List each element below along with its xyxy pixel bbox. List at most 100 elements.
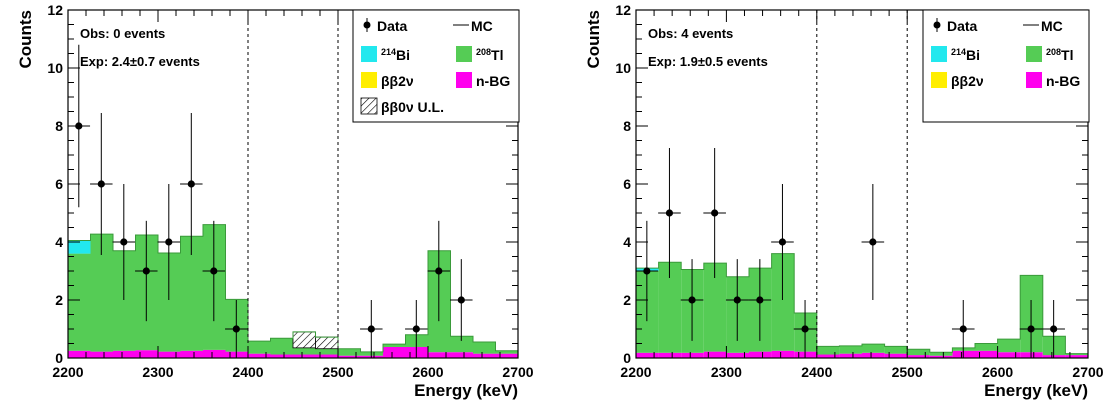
bar-n-bg-11 bbox=[884, 353, 908, 358]
data-point-5 bbox=[187, 180, 195, 188]
bar-tl-1 bbox=[90, 234, 113, 352]
legend-box bbox=[352, 9, 520, 123]
legend-label-4: ββ0ν U.L. bbox=[381, 99, 444, 115]
bar-tl-9 bbox=[270, 338, 293, 355]
bar-tl-13 bbox=[929, 352, 953, 356]
legend-mc-label: MC bbox=[471, 18, 493, 34]
y-tick-label: 6 bbox=[55, 176, 63, 192]
data-point-10 bbox=[435, 267, 443, 275]
bar-n-bg-10 bbox=[862, 352, 885, 358]
data-point-0 bbox=[75, 122, 83, 130]
bar-n-bg-5 bbox=[180, 350, 203, 358]
bar-tl-4 bbox=[158, 253, 181, 352]
legend-label-superscript: 214 bbox=[951, 47, 966, 57]
bar-tl-12 bbox=[338, 348, 361, 356]
legend-label-2: ββ2ν bbox=[381, 73, 414, 89]
legend-label-3: n-BG bbox=[476, 73, 510, 89]
bar-n-bg-8 bbox=[816, 354, 840, 358]
bar-n-bg-19 bbox=[495, 353, 518, 358]
annotation-0: Obs: 4 events bbox=[648, 26, 733, 41]
bar-tl-19 bbox=[1065, 353, 1088, 356]
y-tick-label: 2 bbox=[55, 292, 63, 308]
data-point-1 bbox=[665, 209, 674, 217]
bar-n-bg-12 bbox=[907, 355, 930, 358]
bar-n-bg-18 bbox=[473, 353, 496, 358]
legend-label-superscript: 208 bbox=[476, 47, 491, 57]
bar-tl-6 bbox=[771, 253, 795, 351]
y-tick-label: 0 bbox=[55, 350, 63, 366]
bar-n-bg-11 bbox=[315, 354, 338, 358]
bar-tl-3 bbox=[703, 263, 727, 352]
bar-tl-16 bbox=[997, 339, 1021, 353]
bar-n-bg-4 bbox=[158, 351, 181, 358]
legend-data-marker bbox=[363, 21, 371, 29]
bar-n-bg-5 bbox=[749, 351, 772, 358]
legend-swatch-3 bbox=[456, 72, 472, 88]
legend-data-label: Data bbox=[377, 18, 408, 34]
bar-bi-0 bbox=[68, 240, 91, 254]
x-tick-label: 2600 bbox=[412, 364, 443, 380]
x-tick-label: 2400 bbox=[232, 364, 263, 380]
data-point-11 bbox=[1050, 325, 1058, 333]
legend-swatch-4 bbox=[360, 97, 378, 115]
legend-label-superscript: 208 bbox=[1046, 47, 1061, 57]
y-tick-label: 4 bbox=[55, 234, 63, 250]
legend-swatch-1 bbox=[456, 46, 472, 62]
legend-label-0: 214Bi bbox=[951, 47, 980, 63]
data-point-0 bbox=[643, 267, 651, 275]
data-point-1 bbox=[97, 180, 105, 188]
bar-n-bg-0 bbox=[636, 352, 659, 358]
bar-n-bg-16 bbox=[997, 352, 1021, 358]
legend: Data MC 214Bi 208Tl ββ2ν n-BG ββ0ν U.L. bbox=[352, 9, 520, 123]
legend-label-1: 208Tl bbox=[1046, 47, 1073, 63]
x-axis-label: Energy (keV) bbox=[414, 381, 518, 400]
y-tick-label: 8 bbox=[623, 118, 631, 134]
bar-n-bg-16 bbox=[428, 352, 451, 358]
legend-label-2: ββ2ν bbox=[951, 73, 984, 89]
data-point-3 bbox=[711, 209, 719, 217]
bar-tl-10 bbox=[862, 344, 885, 353]
y-tick-label: 4 bbox=[623, 234, 631, 250]
annotation-1: Exp: 1.9±0.5 events bbox=[648, 54, 768, 69]
legend-label-0: 214Bi bbox=[381, 47, 410, 63]
bar-tl-12 bbox=[907, 349, 930, 356]
mc-outline bbox=[67, 224, 519, 358]
bar-n-bg-12 bbox=[338, 355, 361, 358]
legend-data-label: Data bbox=[947, 18, 978, 34]
x-tick-label: 2400 bbox=[801, 364, 832, 380]
bar-tl-17 bbox=[450, 336, 473, 353]
x-axis-label: Energy (keV) bbox=[984, 381, 1088, 400]
data-point-7 bbox=[801, 325, 809, 333]
data-point-8 bbox=[367, 325, 375, 333]
legend-label-text: Bi bbox=[966, 47, 980, 63]
bar-tl-2 bbox=[113, 250, 136, 351]
y-tick-label: 10 bbox=[47, 60, 63, 76]
bar-tl-9 bbox=[839, 345, 862, 354]
y-tick-label: 10 bbox=[615, 60, 631, 76]
bar-n-bg-14 bbox=[383, 346, 406, 358]
bar-tl-1 bbox=[658, 262, 682, 353]
legend-swatch-0 bbox=[361, 46, 377, 62]
data-point-5 bbox=[756, 296, 764, 304]
legend-box bbox=[922, 9, 1090, 123]
bar-tl-11 bbox=[315, 348, 338, 355]
legend-label-text: Tl bbox=[1061, 47, 1073, 63]
x-tick-label: 2200 bbox=[52, 364, 83, 380]
data-point-6 bbox=[778, 238, 787, 246]
bar-n-bg-1 bbox=[658, 352, 682, 358]
y-tick-label: 12 bbox=[47, 2, 63, 18]
y-tick-label: 0 bbox=[623, 350, 631, 366]
data-point-3 bbox=[142, 267, 150, 275]
x-tick-label: 2600 bbox=[982, 364, 1013, 380]
x-tick-label: 2700 bbox=[502, 364, 533, 380]
bar-n-bg-9 bbox=[270, 354, 293, 358]
legend-swatch-3 bbox=[1026, 72, 1042, 88]
chart-panel-1: 0 2 4 6 8 10 12 2200 2300 2400 2500 2600 2700Energy … bbox=[16, 2, 534, 400]
bar-n-bg-3 bbox=[135, 350, 158, 358]
x-tick-label: 2700 bbox=[1072, 364, 1103, 380]
y-tick-label: 12 bbox=[615, 2, 631, 18]
bar-tl-8 bbox=[248, 341, 271, 354]
data-point-7 bbox=[232, 325, 240, 333]
bar-n-bg-0 bbox=[68, 350, 91, 358]
